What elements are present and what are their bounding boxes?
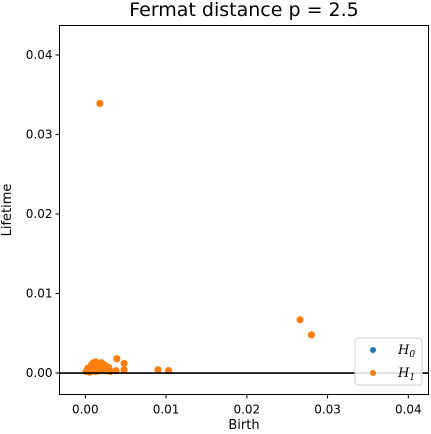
x-tick-label: 0.03 — [314, 403, 341, 417]
data-point-h1-1 — [296, 316, 304, 324]
data-point-h1-2 — [307, 331, 316, 339]
data-point-h1-34 — [106, 367, 114, 376]
y-tick-label: 0.03 — [26, 127, 53, 141]
y-tick-label: 0.00 — [26, 366, 53, 380]
legend-marker-h0 — [370, 347, 376, 353]
plot-frame — [59, 25, 429, 395]
y-axis-ticks: 0.00 0.01 0.02 0.03 0.04 — [26, 48, 60, 380]
chart-title: Fermat distance p = 2.5 — [129, 0, 359, 21]
data-point-h1-7 — [120, 366, 128, 374]
x-axis-ticks: 0.00 0.01 0.02 0.03 0.04 — [72, 394, 422, 417]
data-point-h1-39 — [97, 359, 106, 367]
x-tick-label: 0.00 — [72, 403, 99, 417]
data-point-h1-37 — [84, 364, 92, 372]
data-point-h1-38 — [92, 358, 100, 366]
points-layer — [82, 99, 316, 376]
x-tick-label: 0.04 — [395, 403, 422, 417]
data-point-h1-3 — [113, 355, 121, 363]
y-tick-label: 0.01 — [26, 287, 53, 301]
x-axis-label: Birth — [228, 418, 259, 433]
y-tick-label: 0.04 — [26, 48, 53, 62]
data-point-h1-5 — [154, 366, 162, 374]
y-axis-label: Lifetime — [0, 184, 15, 237]
y-tick-label: 0.02 — [26, 207, 53, 221]
x-tick-label: 0.01 — [153, 403, 180, 417]
data-point-h1-4 — [120, 359, 128, 368]
data-point-h1-0 — [96, 99, 104, 108]
legend-marker-h1 — [370, 370, 376, 376]
x-tick-label: 0.02 — [233, 403, 260, 417]
